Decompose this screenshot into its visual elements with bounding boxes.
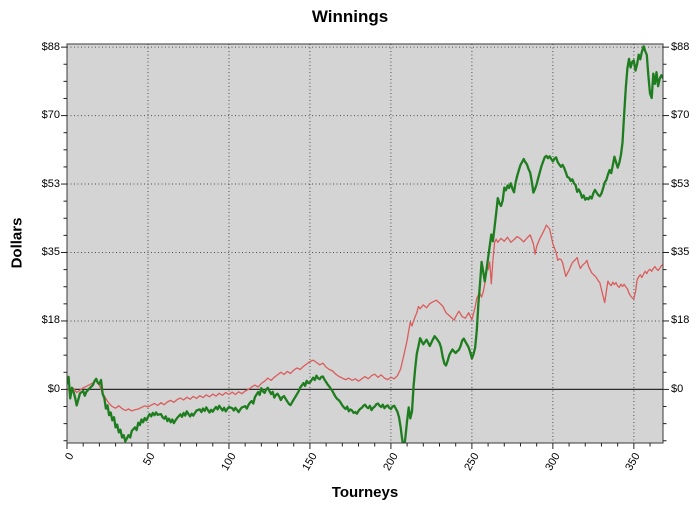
axis-frame [66, 43, 664, 444]
winnings-red-line [67, 224, 663, 412]
axis-ticks [61, 46, 669, 449]
plot-background [67, 44, 663, 443]
chart-title: Winnings [311, 7, 389, 26]
winnings-green-line [67, 45, 663, 443]
gridlines [67, 44, 663, 443]
x-axis-title: Tourneys [331, 484, 399, 501]
series-group [67, 45, 663, 443]
